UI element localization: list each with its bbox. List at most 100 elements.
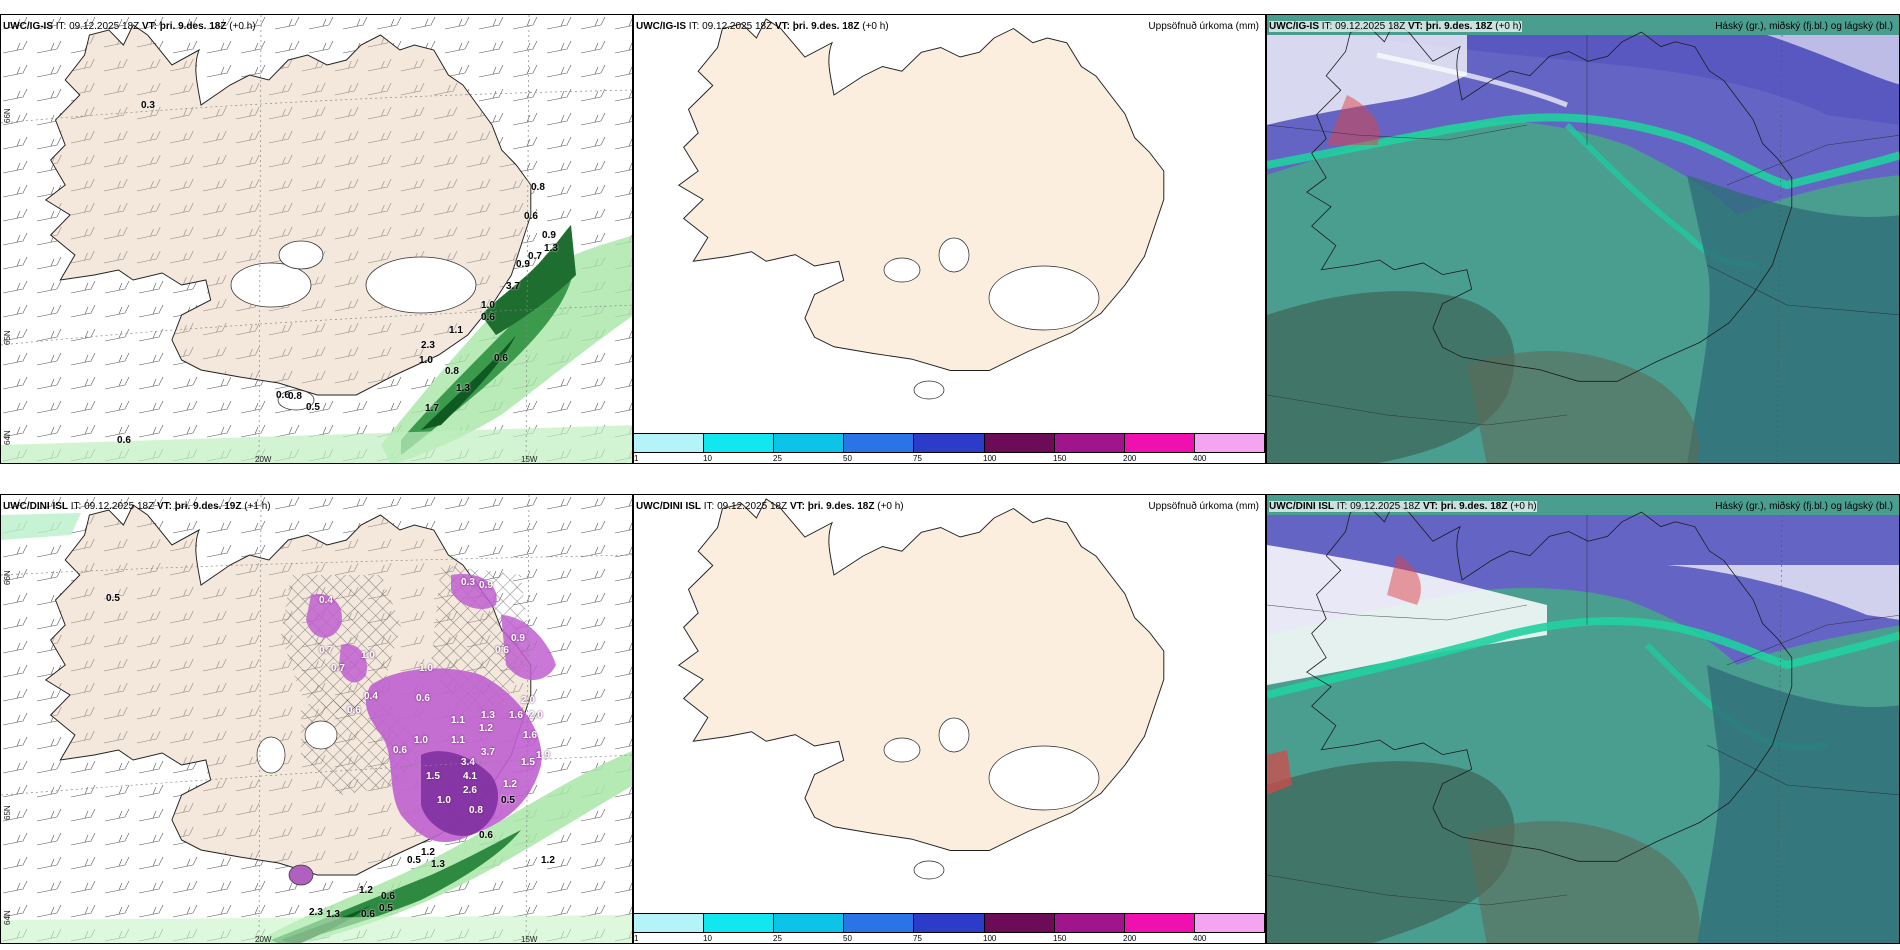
panel-ig-is-clouds: UWC/IG-IS IT: 09.12.2025 18Z VT: þri. 9.… xyxy=(1266,14,1900,464)
lat-label: 64N xyxy=(3,910,12,925)
panel-header: UWC/DINI ISL IT: 09.12.2025 18Z VT: þri.… xyxy=(3,501,271,512)
panel-dini-isl-clouds: UWC/DINI ISL IT: 09.12.2025 18Z VT: þri.… xyxy=(1266,494,1900,944)
colorbar-label: 10 xyxy=(703,934,712,943)
colorbar-swatch xyxy=(1053,433,1125,453)
precip-value: 3.7 xyxy=(506,281,520,292)
precip-value: 1.1 xyxy=(451,735,465,746)
precip-value: 1.9 xyxy=(536,750,550,761)
colorbar-label: 50 xyxy=(843,454,852,463)
colorbar-swatch xyxy=(1193,433,1265,453)
precip-value: 2.0 xyxy=(529,710,543,721)
colorbar-labels: 1 10 25 50 75 100 150 200 400 xyxy=(634,934,1265,943)
colorbar-label: 25 xyxy=(773,454,782,463)
precip-value: 0.5 xyxy=(106,593,120,604)
precip-value: 1.0 xyxy=(414,735,428,746)
precip-value: 1.3 xyxy=(481,710,495,721)
lon-label: 20W xyxy=(255,455,272,464)
precip-value: 0.3 xyxy=(461,577,475,588)
colorbar-labels: 1 10 25 50 75 100 150 200 400 xyxy=(634,454,1265,463)
colorbar-swatch xyxy=(1193,913,1265,933)
colorbar-swatch xyxy=(703,433,775,453)
panel-title: Háský (gr.), miðský (fj.bl.) og lágský (… xyxy=(1715,21,1893,32)
colorbar-label: 400 xyxy=(1193,454,1207,463)
lon-label: 15W xyxy=(521,935,538,944)
colorbar xyxy=(634,433,1265,453)
lon-label: 20W xyxy=(255,935,272,944)
panel-title: Háský (gr.), miðský (fj.bl.) og lágský (… xyxy=(1715,501,1893,512)
colorbar-label: 50 xyxy=(843,934,852,943)
panel-ig-is-precip-map: UWC/IG-IS IT: 09.12.2025 18Z VT: þri. 9.… xyxy=(0,14,633,464)
precip-value: 1.0 xyxy=(419,355,433,366)
precip-value: 1.0 xyxy=(361,650,375,661)
panel-header: UWC/DINI ISL IT: 09.12.2025 18Z VT: þri.… xyxy=(636,501,904,512)
colorbar-swatch xyxy=(913,913,985,933)
panel-dini-isl-accum-precip: UWC/DINI ISL IT: 09.12.2025 18Z VT: þri.… xyxy=(633,494,1266,944)
colorbar-swatch xyxy=(913,433,985,453)
colorbar-label: 200 xyxy=(1123,934,1137,943)
precip-value: 1.2 xyxy=(503,779,517,790)
panel-ig-is-accum-precip: UWC/IG-IS IT: 09.12.2025 18Z VT: þri. 9.… xyxy=(633,14,1266,464)
precip-value: 1.3 xyxy=(431,859,445,870)
colorbar-swatch xyxy=(1123,913,1195,933)
colorbar-swatch xyxy=(634,913,705,933)
precip-value: 0.6 xyxy=(479,830,493,841)
colorbar-label: 200 xyxy=(1123,454,1137,463)
colorbar-label: 400 xyxy=(1193,934,1207,943)
colorbar-label: 150 xyxy=(1053,454,1067,463)
precip-value: 0.4 xyxy=(319,595,333,606)
precip-value: 0.7 xyxy=(528,251,542,262)
precip-value: 0.6 xyxy=(416,693,430,704)
cloud-map xyxy=(1267,495,1899,943)
precip-value: 1.1 xyxy=(449,325,463,336)
accum-precip-map xyxy=(678,498,1165,880)
precip-value: 0.8 xyxy=(531,182,545,193)
colorbar-label: 10 xyxy=(703,454,712,463)
colorbar-swatch xyxy=(983,913,1055,933)
colorbar-label: 100 xyxy=(983,934,997,943)
precip-value: 0.7 xyxy=(331,663,345,674)
precip-map xyxy=(1,15,632,463)
colorbar-swatch xyxy=(703,913,775,933)
precip-value: 2.6 xyxy=(463,785,477,796)
precip-value: 0.6 xyxy=(393,745,407,756)
lat-label: 65N xyxy=(3,805,12,820)
precip-value: 2.3 xyxy=(309,907,323,918)
precip-value: 2.0 xyxy=(521,695,535,706)
lon-label: 15W xyxy=(521,455,538,464)
precip-value: 1.2 xyxy=(421,847,435,858)
precip-value: 0.3 xyxy=(141,100,155,111)
precip-value: 1.2 xyxy=(359,885,373,896)
panel-title: Uppsöfnuð úrkoma (mm) xyxy=(1148,501,1259,512)
precip-value: 0.5 xyxy=(501,795,515,806)
precip-value: 1.0 xyxy=(419,663,433,674)
precip-value: 0.4 xyxy=(364,691,378,702)
precip-value: 0.8 xyxy=(445,366,459,377)
colorbar-label: 25 xyxy=(773,934,782,943)
panel-header: UWC/IG-IS IT: 09.12.2025 18Z VT: þri. 9.… xyxy=(3,21,256,32)
lat-label: 66N xyxy=(3,108,12,123)
colorbar-swatch xyxy=(843,913,915,933)
precip-value: 1.3 xyxy=(456,383,470,394)
precip-value: 0.5 xyxy=(306,402,320,413)
colorbar xyxy=(634,913,1265,933)
panel-header: UWC/DINI ISL IT: 09.12.2025 18Z VT: þri.… xyxy=(1269,501,1537,512)
precip-value: 1.2 xyxy=(541,855,555,866)
precip-value: 1.2 xyxy=(479,723,493,734)
precip-value: 0.7 xyxy=(319,645,333,656)
panel-header: UWC/IG-IS IT: 09.12.2025 18Z VT: þri. 9.… xyxy=(1269,21,1522,32)
precip-value: 2.3 xyxy=(421,340,435,351)
panel-title: Uppsöfnuð úrkoma (mm) xyxy=(1148,21,1259,32)
precip-value: 1.0 xyxy=(481,300,495,311)
precip-value: 0.6 xyxy=(276,390,290,401)
colorbar-swatch xyxy=(983,433,1055,453)
panel-header: UWC/IG-IS IT: 09.12.2025 18Z VT: þri. 9.… xyxy=(636,21,889,32)
colorbar-swatch xyxy=(1053,913,1125,933)
precip-value: 1.5 xyxy=(426,771,440,782)
precip-value: 0.6 xyxy=(117,435,131,446)
precip-value: 0.6 xyxy=(524,211,538,222)
precip-value: 1.1 xyxy=(451,715,465,726)
precip-value: 4.1 xyxy=(463,771,477,782)
precip-value: 0.6 xyxy=(494,353,508,364)
colorbar-label: 1 xyxy=(634,454,639,463)
precip-value: 0.9 xyxy=(479,580,493,591)
